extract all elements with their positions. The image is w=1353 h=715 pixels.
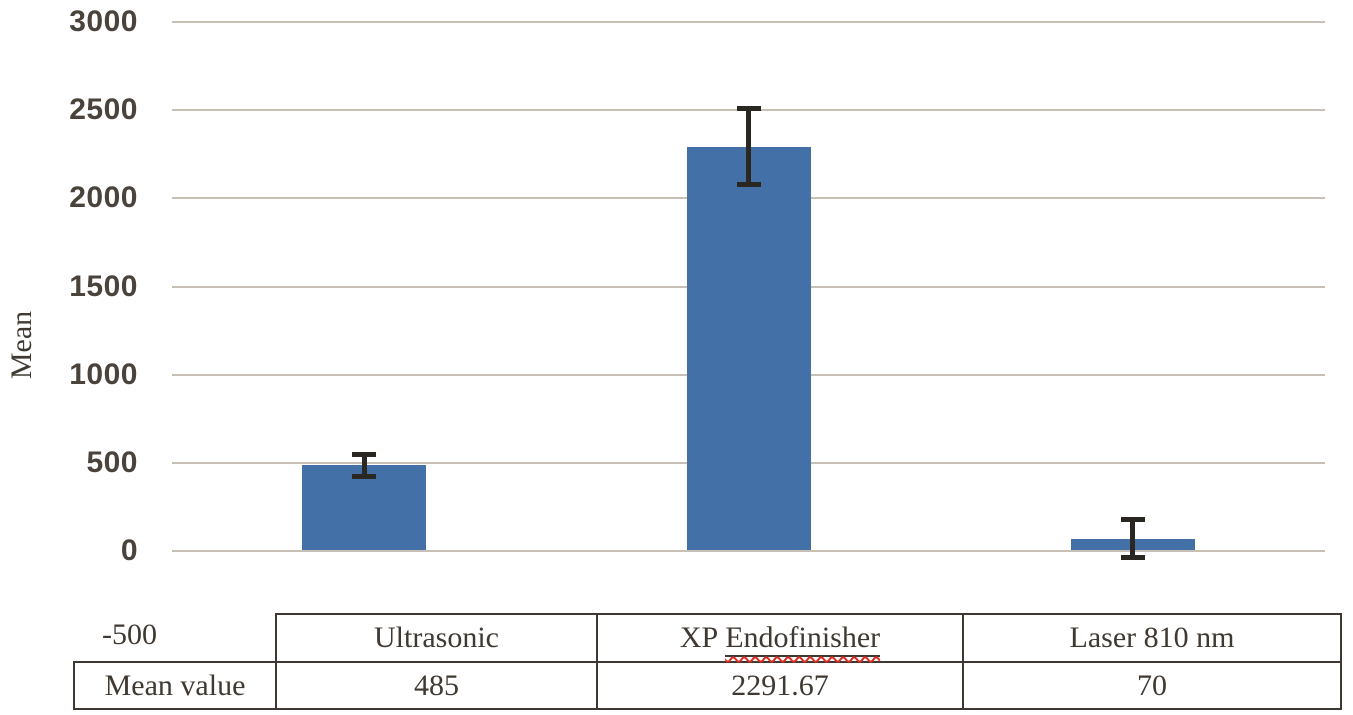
table-row-label: Mean value: [73, 661, 277, 710]
header-endofinisher-misspelled-word: Endofinisher: [725, 621, 881, 657]
error-bar-top-cap-laser-810-nm: [1120, 517, 1145, 523]
y-axis-tick-label: 1000: [69, 357, 138, 391]
y-axis-tick-label: 1500: [69, 269, 138, 303]
header-xp-prefix: XP: [679, 621, 719, 654]
gridline-0: [172, 550, 1325, 552]
table-value-row: Mean value 485 2291.67 70: [73, 661, 1342, 710]
table-header-xp-endofinisher: XP Endofinisher: [596, 613, 964, 663]
error-bar-top-cap-xp-endofinisher: [736, 106, 761, 112]
y-axis-tick-label: 2000: [69, 181, 138, 215]
table-header-ultrasonic: Ultrasonic: [275, 613, 598, 663]
table-header-laser: Laser 810 nm: [962, 613, 1342, 663]
bar-xp-endofinisher: [686, 146, 811, 550]
error-bar-top-cap-ultrasonic: [352, 452, 377, 458]
table-header-row: Ultrasonic XP Endofinisher Laser 810 nm: [74, 613, 1342, 663]
error-bar-line-laser-810-nm: [1130, 519, 1136, 558]
y-axis-tick-label: 3000: [69, 5, 138, 38]
y-axis-tick-label-negative: -500: [102, 618, 157, 651]
bar-ultrasonic: [302, 465, 427, 550]
table-value-xp-endofinisher: 2291.67: [596, 661, 964, 710]
gridline-3000: [172, 21, 1325, 23]
y-axis-tick-label: 500: [86, 445, 138, 479]
mean-value-table: Ultrasonic XP Endofinisher Laser 810 nm M…: [73, 613, 1342, 710]
table-value-laser: 70: [962, 661, 1342, 710]
error-bar-bottom-cap-xp-endofinisher: [736, 182, 761, 188]
error-bar-bottom-cap-laser-810-nm: [1120, 555, 1145, 561]
y-axis-tick-label: 0: [120, 534, 138, 567]
error-bar-bottom-cap-ultrasonic: [352, 473, 377, 479]
error-bar-line-ultrasonic: [361, 454, 367, 477]
y-axis-tick-label: 2500: [69, 93, 138, 127]
error-bar-line-xp-endofinisher: [746, 108, 751, 185]
table-value-ultrasonic: 485: [275, 661, 598, 710]
table-corner-cell: [74, 614, 276, 662]
